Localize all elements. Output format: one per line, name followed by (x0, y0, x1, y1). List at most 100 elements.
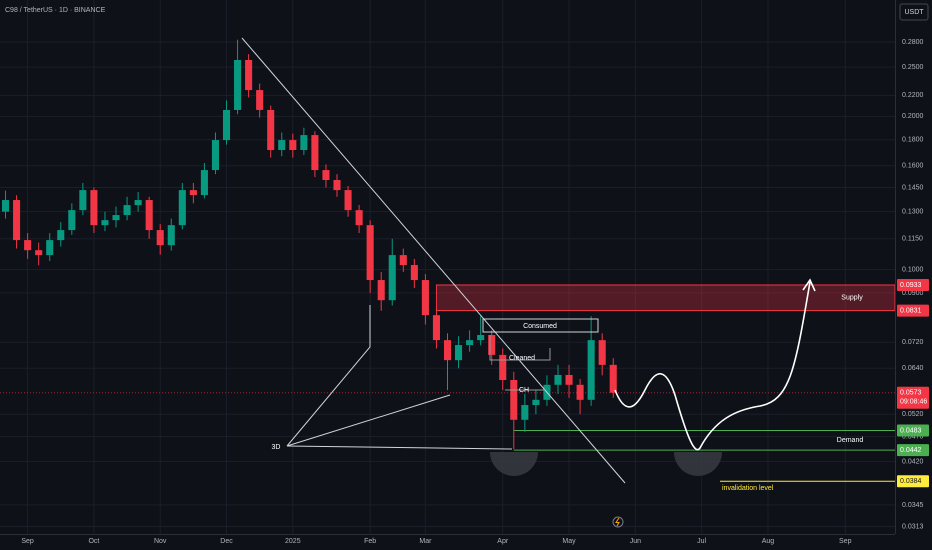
demand-label: Demand (837, 437, 864, 444)
y-tick-label: 0.0720 (902, 339, 924, 346)
triangle-edge (286, 305, 371, 447)
y-tick-label: 0.1800 (902, 137, 924, 144)
candle-body (300, 135, 308, 151)
candle-body (344, 190, 352, 211)
y-tick-label: 0.2500 (902, 64, 924, 71)
candle-body (532, 399, 540, 406)
price-tag-label: 0.0573 (900, 390, 922, 397)
symbol-header: C98 / TetherUS · 1D · BINANCE (5, 7, 106, 14)
price-tag-label: 0.0483 (900, 427, 922, 434)
candle-body (587, 340, 595, 400)
y-tick-label: 0.1000 (902, 266, 924, 273)
y-tick-label: 0.0345 (902, 502, 924, 509)
candle-body (46, 240, 54, 256)
y-tick-label: 0.0640 (902, 365, 924, 372)
x-tick-label: Jul (697, 538, 706, 545)
y-tick-label: 0.1150 (902, 236, 923, 243)
candle-body (521, 405, 529, 420)
candle-body (13, 200, 21, 241)
candle-body (234, 60, 242, 110)
candles (1, 39, 617, 450)
annotation: 3D (272, 444, 281, 451)
candle-body (421, 280, 429, 316)
y-tick-label: 0.0470 (902, 433, 924, 440)
y-tick-label: 0.0420 (902, 458, 924, 465)
price-tag (897, 475, 929, 488)
currency-box[interactable] (899, 3, 929, 21)
x-tick-label: Dec (220, 538, 233, 545)
y-tick-label: 0.1300 (902, 208, 924, 215)
supply-zone (435, 284, 896, 312)
candle-body (123, 205, 131, 216)
candle-body (245, 60, 253, 91)
projection-path (614, 281, 811, 451)
candle-body (366, 225, 374, 281)
labels: 0.2800 0.2500 0.2200 0.2000 0.1800 0.1600 0.14… (21, 39, 929, 545)
candle-body (432, 315, 440, 341)
x-tick-label: Aug (762, 538, 775, 545)
annotation: Consumed (523, 323, 557, 330)
triangle-edge (286, 394, 451, 447)
candle-body (189, 190, 197, 196)
y-tick-label: 0.2000 (902, 113, 924, 120)
event-icon[interactable] (612, 516, 624, 528)
trend-line (241, 37, 626, 484)
x-tick-label: 2025 (285, 538, 301, 545)
candle-body (167, 225, 175, 246)
candle-body (289, 140, 297, 151)
price-tag-label: 0.0831 (900, 307, 922, 314)
candle-body (145, 200, 153, 231)
y-tick-label: 0.2800 (902, 39, 924, 46)
candle-body (278, 140, 286, 151)
supply-label: Supply (841, 295, 863, 302)
candle-body (576, 384, 584, 400)
candle-body (256, 90, 264, 110)
candle-body (377, 280, 385, 301)
triangle-edge (286, 445, 513, 450)
candle-body (90, 190, 98, 226)
y-tick-label: 0.1450 (902, 184, 924, 191)
candle-body (410, 265, 418, 281)
candle-body (455, 345, 463, 361)
price-tag-label: 0.0384 (900, 478, 922, 485)
liquidity-sweep (674, 452, 722, 476)
liquidity-sweep (490, 452, 538, 476)
invalidation-label: invalidation level (722, 485, 774, 492)
candle-body (267, 109, 275, 151)
x-tick-label: Jun (630, 538, 641, 545)
candle-body (333, 180, 341, 191)
x-tick-label: Nov (154, 538, 167, 545)
currency[interactable]: USDT (904, 9, 924, 16)
price-tag (897, 424, 929, 437)
price-tag-label: 0.0933 (900, 282, 922, 289)
x-tick-label: Feb (364, 538, 376, 545)
candle-body (1, 200, 10, 212)
candle-body (200, 170, 208, 196)
x-tick-label: Apr (497, 538, 509, 545)
candle-body (24, 240, 32, 251)
candle-body (499, 354, 507, 381)
price-tag (897, 444, 929, 457)
candle-body (211, 140, 219, 171)
candle-body (222, 109, 231, 141)
y-tick-label: 0.1600 (902, 163, 924, 170)
drawings (241, 37, 816, 484)
candle-body (355, 210, 363, 226)
annotation: CH (519, 387, 529, 394)
candle-body (510, 380, 518, 420)
y-tick-label: 0.0520 (902, 411, 924, 418)
candle-body (79, 190, 87, 211)
candle-body (477, 335, 485, 341)
candle-body (178, 190, 186, 226)
price-tag (897, 386, 929, 409)
candle-body (565, 374, 573, 385)
candle-body (554, 374, 562, 385)
y-tick-label: 0.0313 (902, 523, 924, 530)
x-tick-label: Mar (419, 538, 432, 545)
candle-body (488, 335, 496, 355)
price-tag (897, 304, 929, 317)
candle-body (134, 200, 142, 206)
